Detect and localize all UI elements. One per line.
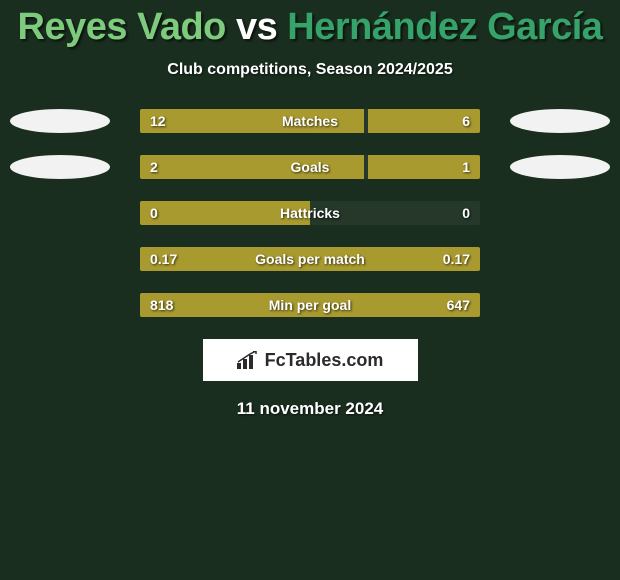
date-text: 11 november 2024: [0, 399, 620, 419]
stat-bar: 818647Min per goal: [140, 293, 480, 317]
stat-bar: 21Goals: [140, 155, 480, 179]
stats-container: 126Matches 21Goals 00Hattricks 0.170.17Goal…: [0, 109, 620, 317]
stat-label: Goals per match: [140, 251, 480, 267]
team-badge-right: [510, 155, 610, 179]
stat-label: Goals: [140, 159, 480, 175]
stat-row: 126Matches: [10, 109, 610, 133]
logo-content: FcTables.com: [237, 350, 384, 371]
stat-label: Hattricks: [140, 205, 480, 221]
stat-row: 818647Min per goal: [10, 293, 610, 317]
logo-text: FcTables.com: [265, 350, 384, 371]
comparison-title: Reyes Vado vs Hernández García: [0, 0, 620, 49]
player2-name: Hernández García: [287, 6, 602, 48]
player1-name: Reyes Vado: [18, 6, 226, 48]
stat-row: 21Goals: [10, 155, 610, 179]
stat-bar: 0.170.17Goals per match: [140, 247, 480, 271]
stat-row: 0.170.17Goals per match: [10, 247, 610, 271]
vs-text: vs: [236, 6, 277, 48]
stat-label: Min per goal: [140, 297, 480, 313]
team-badge-left: [10, 109, 110, 133]
stat-label: Matches: [140, 113, 480, 129]
team-badge-right: [510, 109, 610, 133]
stat-row: 00Hattricks: [10, 201, 610, 225]
fctables-logo[interactable]: FcTables.com: [203, 339, 418, 381]
stat-bar: 126Matches: [140, 109, 480, 133]
subtitle: Club competitions, Season 2024/2025: [0, 61, 620, 79]
chart-icon: [237, 351, 259, 369]
stat-bar: 00Hattricks: [140, 201, 480, 225]
team-badge-left: [10, 155, 110, 179]
